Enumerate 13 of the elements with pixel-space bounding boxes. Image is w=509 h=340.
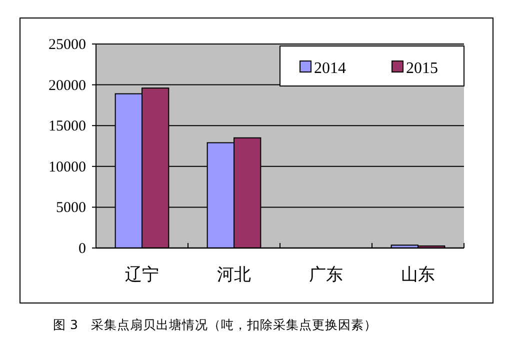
y-tick-label: 20000 — [48, 78, 86, 94]
y-tick-label: 0 — [78, 241, 86, 257]
x-tick-label: 山东 — [401, 265, 435, 285]
y-tick-label: 5000 — [56, 200, 86, 216]
y-tick-label: 15000 — [48, 118, 86, 135]
x-tick-label: 广东 — [309, 265, 343, 285]
y-tick-label: 25000 — [48, 37, 86, 53]
y-tick-label: 10000 — [48, 159, 86, 176]
legend-label: 2015 — [406, 60, 438, 77]
caption: 图 3 采集点扇贝出塘情况（吨，扣除采集点更换因素） — [53, 317, 377, 332]
x-tick-label: 河北 — [217, 265, 251, 285]
x-tick-label: 辽宁 — [125, 265, 159, 285]
legend-label: 2014 — [314, 60, 346, 77]
